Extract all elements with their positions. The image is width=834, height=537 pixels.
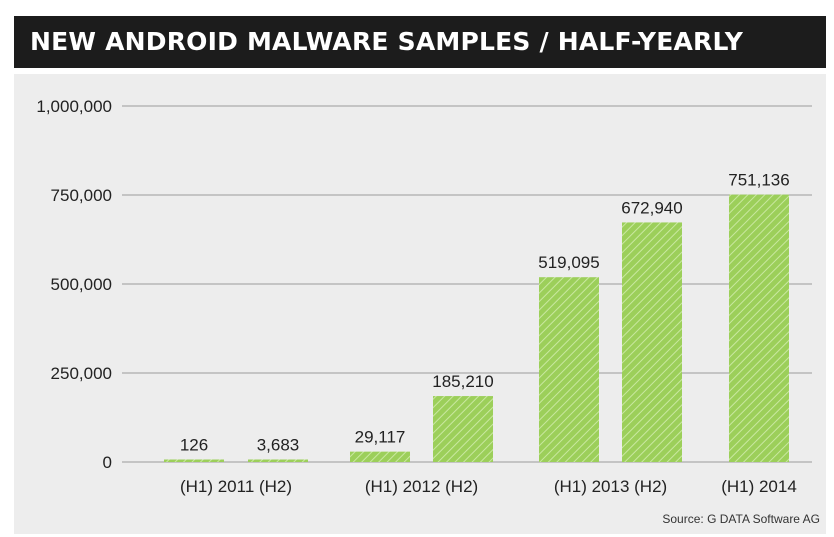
x-group-label: (H1) 2012 (H2) <box>365 477 478 496</box>
bar <box>729 194 789 462</box>
bar <box>164 459 224 462</box>
bar <box>539 277 599 462</box>
source-note: Source: G DATA Software AG <box>662 512 820 526</box>
label-layer: 0 250,000 500,000 750,000 1,000,000 126 3,683 2… <box>36 97 796 496</box>
y-tick-label: 750,000 <box>51 186 112 205</box>
title-bar: NEW ANDROID MALWARE SAMPLES / HALF-YEARL… <box>14 16 826 68</box>
y-tick-label: 500,000 <box>51 275 112 294</box>
x-group-label: (H1) 2013 (H2) <box>554 477 667 496</box>
y-tick-label: 1,000,000 <box>36 97 112 116</box>
bar <box>622 222 682 462</box>
x-group-label: (H1) 2011 (H2) <box>180 477 292 496</box>
plot-background <box>14 74 826 534</box>
bar <box>350 451 410 462</box>
bar-value-label: 519,095 <box>538 253 599 272</box>
y-tick-label: 250,000 <box>51 364 112 383</box>
y-tick-label: 0 <box>103 453 112 472</box>
bar-value-label: 672,940 <box>621 198 682 217</box>
bar <box>248 459 308 462</box>
bar <box>433 396 493 462</box>
bar-value-label: 29,117 <box>355 428 406 447</box>
bar-value-label: 126 <box>180 436 208 455</box>
bar-value-label: 185,210 <box>432 372 493 391</box>
chart-title: NEW ANDROID MALWARE SAMPLES / HALF-YEARL… <box>30 27 744 56</box>
bar-value-label: 3,683 <box>257 436 300 455</box>
bar-value-label: 751,136 <box>728 171 789 190</box>
bar-layer <box>164 194 789 462</box>
grid-layer <box>122 105 812 463</box>
x-group-label: (H1) 2014 <box>721 477 797 496</box>
